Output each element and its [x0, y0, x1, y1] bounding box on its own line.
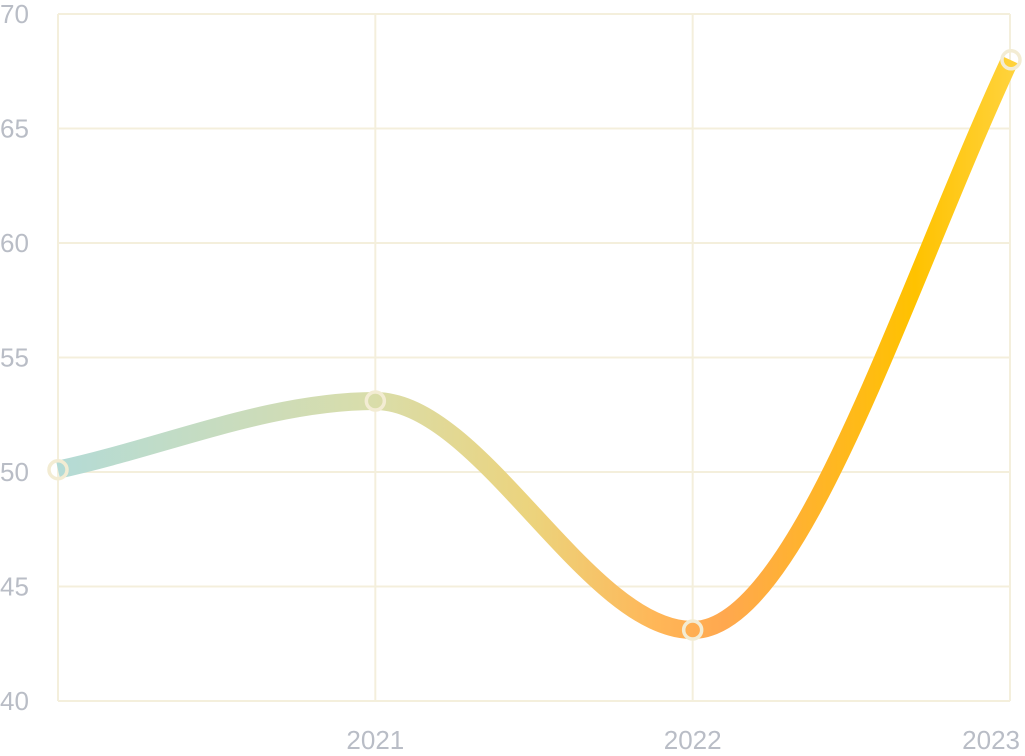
grid-lines: [57, 13, 1011, 702]
y-tick-label: 70: [0, 0, 29, 29]
data-point-marker: [681, 619, 704, 641]
series-line: [56, 56, 1019, 640]
y-tick-label: 45: [0, 572, 29, 602]
x-axis-ticks: 2021 2022 2023: [346, 725, 1020, 755]
data-point-marker: [1000, 49, 1022, 71]
data-point-marker: [364, 390, 387, 412]
y-tick-label: 40: [0, 686, 29, 716]
y-tick-label: 60: [0, 228, 29, 258]
y-tick-label: 65: [0, 114, 29, 144]
x-tick-label: 2023: [962, 725, 1020, 755]
data-point-marker: [47, 458, 69, 481]
x-tick-label: 2022: [664, 725, 722, 755]
y-tick-label: 50: [0, 457, 29, 487]
x-tick-label: 2021: [346, 725, 404, 755]
data-points: [47, 49, 1022, 641]
y-axis-ticks: 40 45 50 55 60 65 70: [0, 0, 29, 716]
y-tick-label: 55: [0, 343, 29, 373]
